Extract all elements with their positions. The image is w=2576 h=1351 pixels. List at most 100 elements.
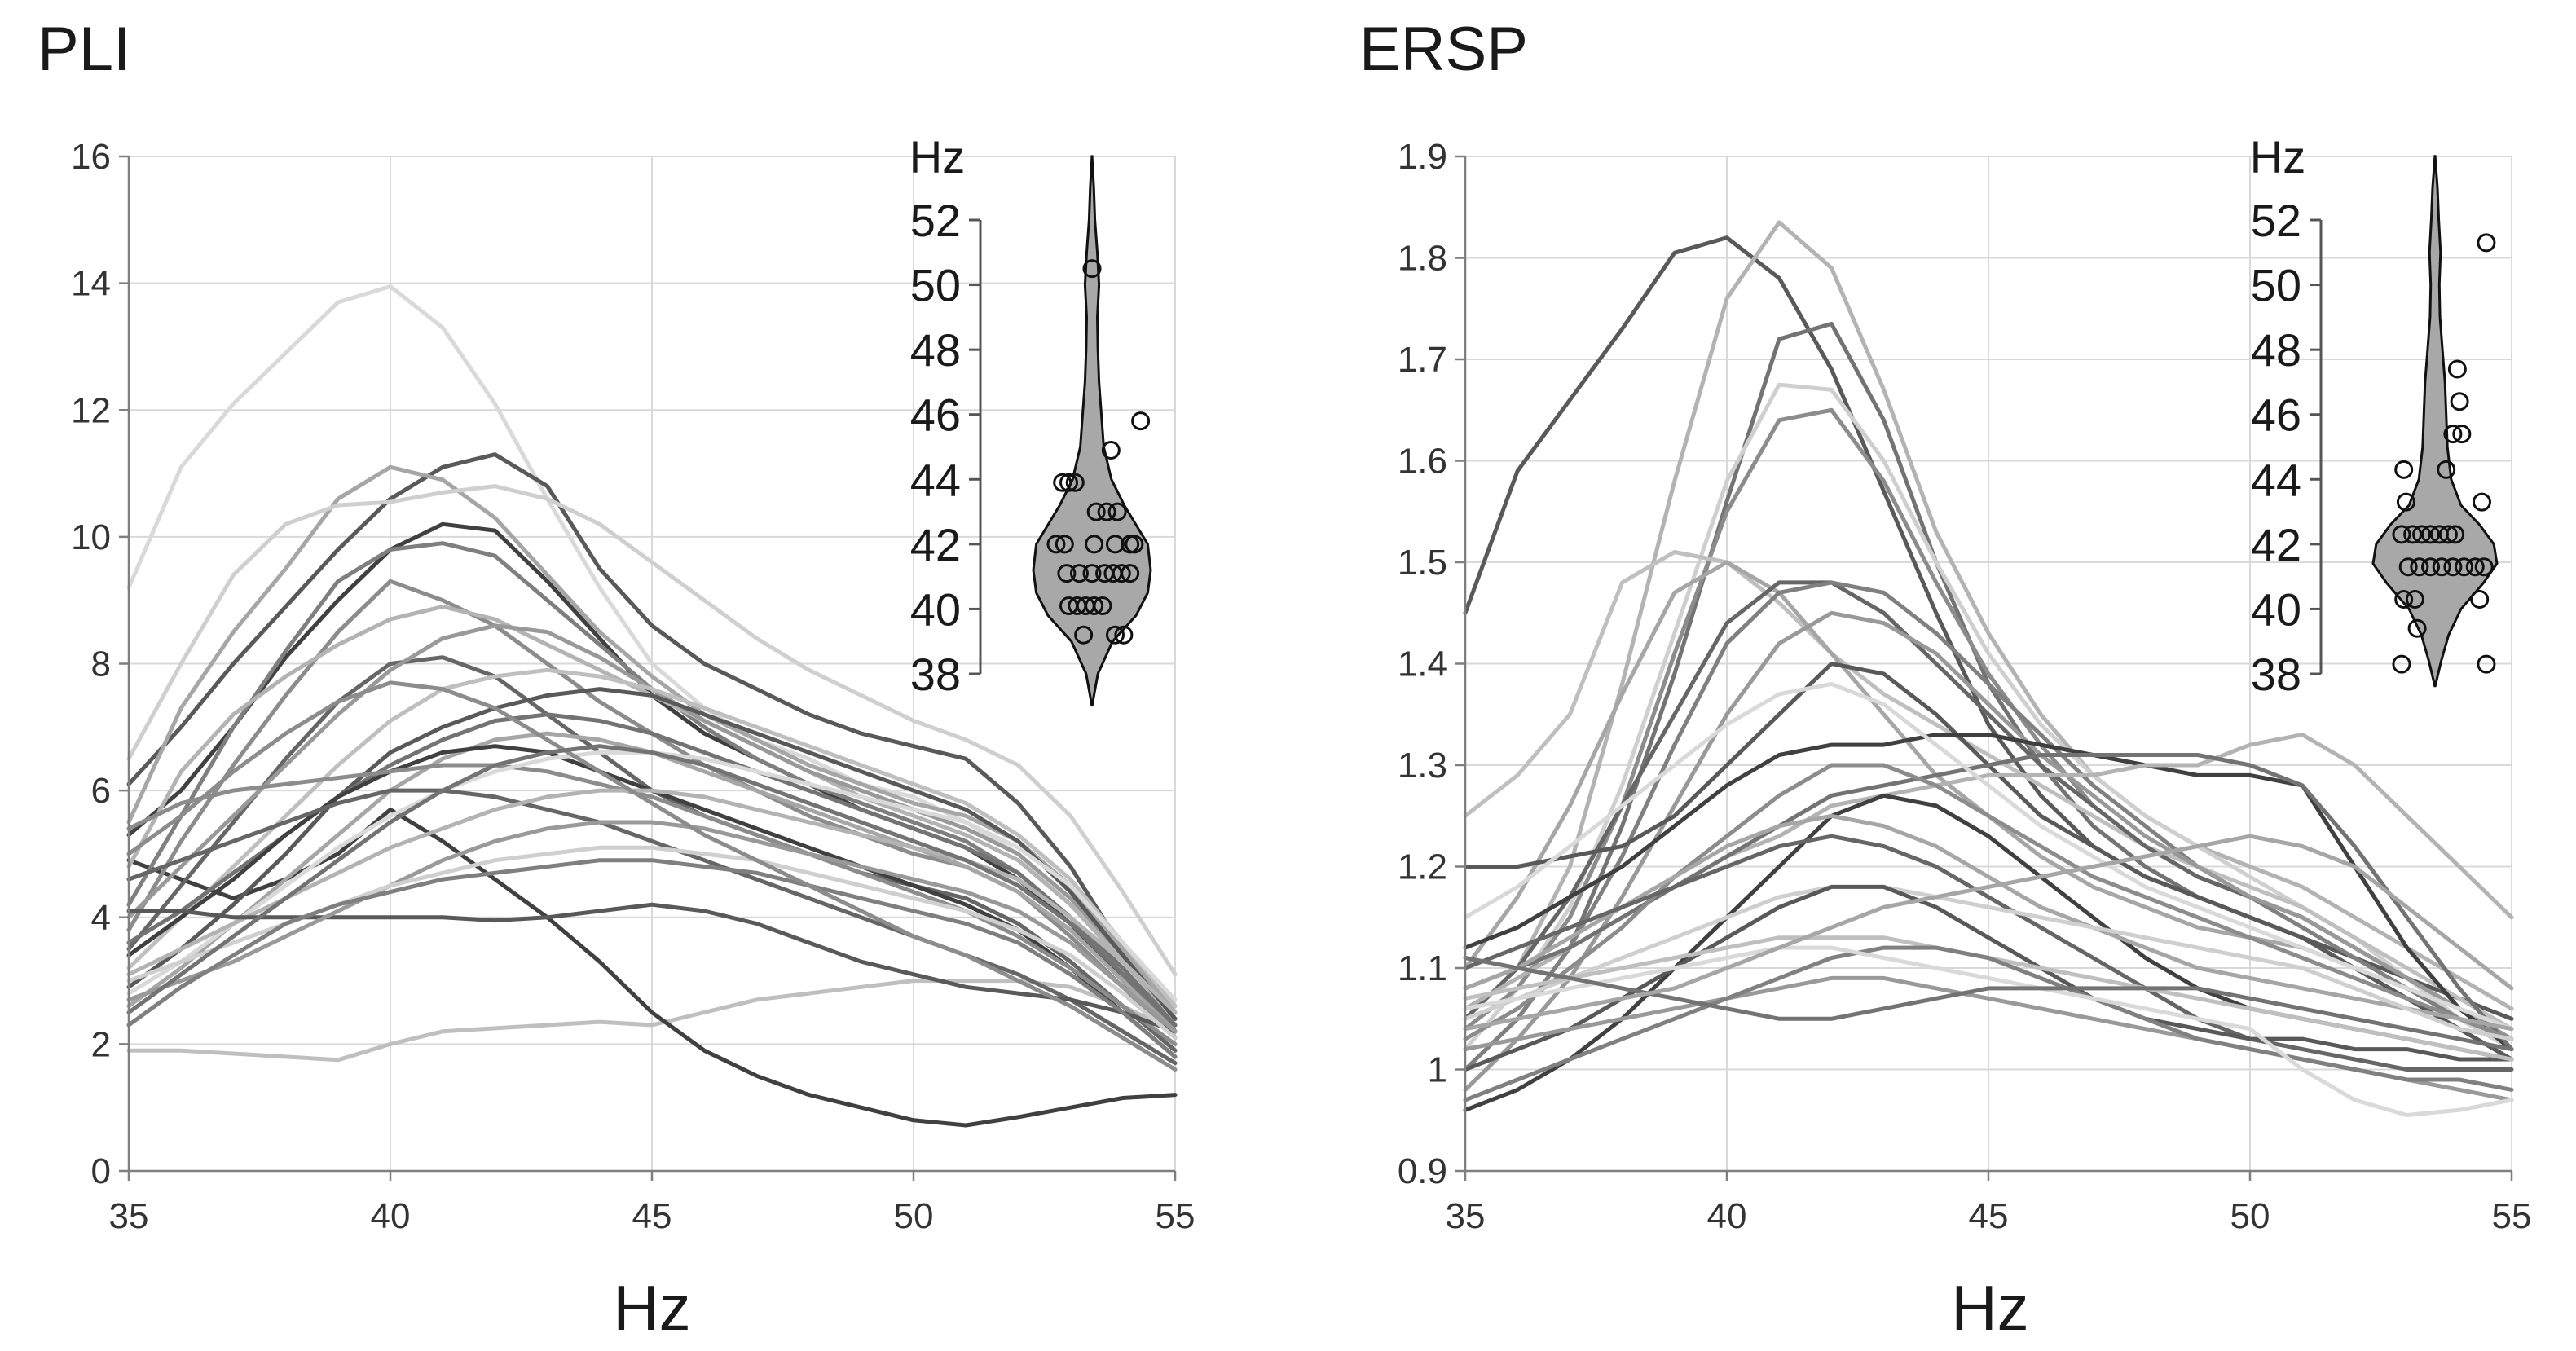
violin-point <box>2465 557 2485 577</box>
violin-point <box>2392 525 2411 544</box>
violin-point <box>2392 654 2411 674</box>
violin-point <box>2432 557 2451 577</box>
series-line-s20 <box>126 788 1178 1066</box>
y-tick-label: 8 <box>91 645 111 684</box>
pli-inset-label: Hz <box>909 131 965 183</box>
series-line-s1 <box>1463 235 2514 1021</box>
series-line-s26 <box>126 680 1178 1072</box>
y-tick-label: 12 <box>71 390 111 430</box>
panel-ersp: ERSP 35 40 45 50 55 0.9 1 1.1 1.2 1.3 1.4 1.5 1.6 1.7… <box>1359 15 2531 1344</box>
y-tick-label: 16 <box>71 137 111 177</box>
series-line-s12 <box>1463 733 2514 1052</box>
violin-point <box>1107 502 1127 521</box>
inset-tick-label: 46 <box>2251 389 2301 441</box>
series-line-s10 <box>1463 610 2514 1092</box>
x-tick-label: 35 <box>109 1196 149 1236</box>
violin-point <box>1106 625 1125 645</box>
y-tick-label: 1.3 <box>1398 746 1447 786</box>
inset-tick-label: 52 <box>2251 195 2301 246</box>
violin-point <box>1065 473 1085 492</box>
violin-point <box>2403 525 2423 544</box>
x-tick-label: 50 <box>2230 1196 2270 1236</box>
violin-point <box>1093 596 1112 615</box>
series-line-s18 <box>1463 813 2514 1032</box>
series-line-s7 <box>126 484 1178 977</box>
violin-point <box>2398 557 2418 577</box>
series-line-s20 <box>1463 884 2514 1041</box>
series-line-s13 <box>126 667 1178 1009</box>
x-tick-label: 40 <box>1707 1196 1747 1236</box>
y-tick-label: 1.8 <box>1398 239 1447 279</box>
y-tick-label: 1 <box>1428 1050 1447 1090</box>
series-line-s27 <box>126 744 1178 1028</box>
violin-point <box>1121 564 1140 583</box>
ersp-series <box>1463 220 2514 1117</box>
series-line-s16 <box>1463 763 2514 1041</box>
inset-tick-label: 46 <box>910 389 961 441</box>
y-tick-label: 1.2 <box>1398 847 1447 887</box>
violin-point <box>1069 564 1089 583</box>
violin-point <box>1082 564 1102 583</box>
violin-point <box>1059 473 1078 492</box>
inset-tick-label: 44 <box>2251 454 2301 505</box>
violin-point <box>1046 535 1066 554</box>
series-line-s9 <box>1463 580 2514 1072</box>
violin-point <box>1055 535 1074 554</box>
violin-point <box>1112 564 1131 583</box>
y-tick-label: 2 <box>91 1024 111 1064</box>
violin-point <box>2443 425 2463 444</box>
pli-xlabel: Hz <box>613 1272 690 1344</box>
violin-point <box>2410 557 2429 577</box>
inset-tick-label: 44 <box>910 454 961 505</box>
pli-series <box>126 284 1178 1128</box>
y-tick-label: 14 <box>71 264 111 304</box>
series-line-s25 <box>1463 945 2514 1117</box>
violin-point <box>1082 259 1102 279</box>
violin-point <box>1114 625 1134 645</box>
violin-point <box>2407 618 2427 638</box>
series-line-s2 <box>126 979 1178 1063</box>
y-tick-label: 1.4 <box>1398 645 1447 684</box>
series-line-s6 <box>1463 550 2514 1032</box>
violin-point <box>1074 625 1094 645</box>
violin-point <box>2394 589 2414 609</box>
x-tick-label: 55 <box>2492 1196 2532 1236</box>
y-tick-label: 4 <box>91 898 111 938</box>
series-line-s27 <box>1463 834 2514 1032</box>
y-tick-label: 1.6 <box>1398 442 1447 482</box>
violin-point <box>2394 460 2414 479</box>
ersp-inset: Hz 38 40 42 44 46 48 50 52 <box>2250 131 2499 700</box>
x-tick-label: 40 <box>371 1196 411 1236</box>
series-line-s4 <box>126 452 1178 1034</box>
inset-tick-label: 50 <box>910 260 961 311</box>
inset-tick-label: 38 <box>2251 649 2301 700</box>
violin-point <box>1131 411 1151 431</box>
violin-point <box>2421 525 2441 544</box>
ersp-title: ERSP <box>1359 15 1528 84</box>
violin-point <box>2474 557 2494 577</box>
violin-point <box>1053 473 1072 492</box>
y-tick-label: 0 <box>91 1151 111 1191</box>
series-line-s2 <box>1463 220 2514 1021</box>
series-line-s15 <box>1463 681 2514 1032</box>
violin-point <box>2477 654 2496 674</box>
y-tick-label: 1.5 <box>1398 543 1447 583</box>
violin-point <box>1085 596 1104 615</box>
inset-tick-label: 48 <box>2251 324 2301 376</box>
inset-tick-label: 42 <box>2251 519 2301 570</box>
violin-point <box>2405 589 2424 609</box>
violin-point <box>2472 492 2491 512</box>
y-tick-label: 10 <box>71 517 111 557</box>
violin-point <box>1086 502 1106 521</box>
violin-point <box>2438 525 2458 544</box>
violin-point <box>2450 392 2469 411</box>
pli-title: PLI <box>37 15 130 84</box>
series-line-s25 <box>126 858 1178 1059</box>
inset-tick-label: 40 <box>910 583 961 635</box>
series-line-s19 <box>1463 834 2514 1072</box>
series-line-s24 <box>1463 945 2514 1102</box>
series-line-s14 <box>126 687 1178 1021</box>
x-tick-label: 55 <box>1156 1196 1196 1236</box>
